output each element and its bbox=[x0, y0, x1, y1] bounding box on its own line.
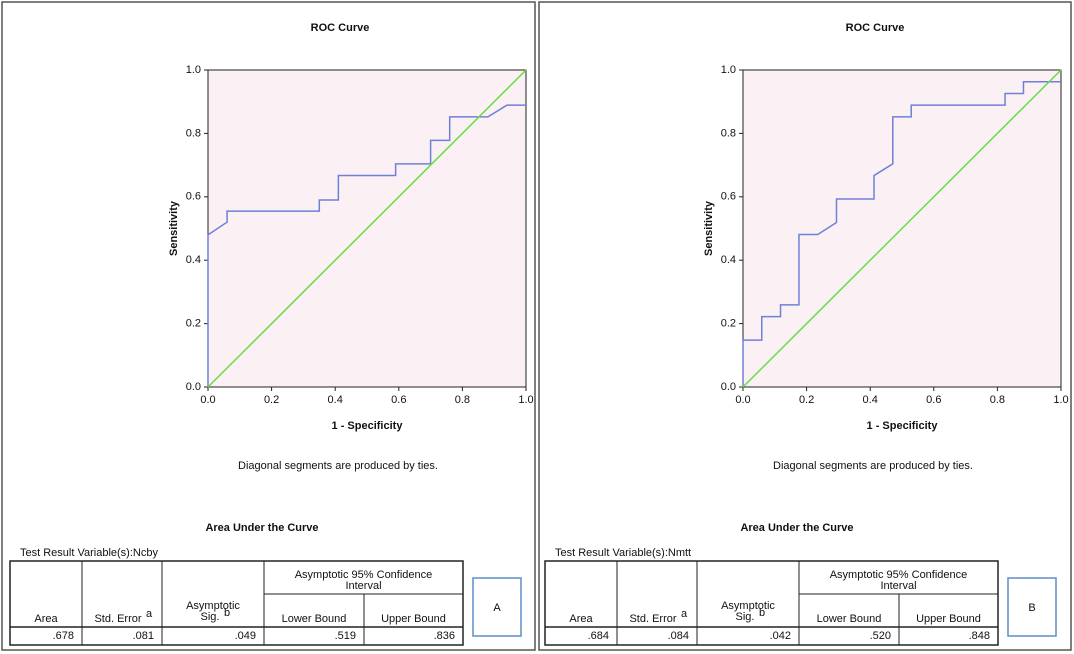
x-tick-label: 0.8 bbox=[990, 394, 1005, 406]
table-border bbox=[9, 560, 464, 646]
table-header: Upper Bound bbox=[916, 613, 981, 625]
roc-line bbox=[742, 69, 1062, 388]
table-header: Interval bbox=[345, 580, 381, 592]
table-variable: Test Result Variable(s):Nmtt bbox=[555, 547, 691, 559]
label-box bbox=[1007, 577, 1057, 637]
y-tick-label: 0.2 bbox=[186, 318, 201, 330]
table-footnote-mark: a bbox=[146, 608, 153, 620]
y-tick-label: 0.6 bbox=[186, 191, 201, 203]
y-axis-label: Sensitivity bbox=[703, 200, 715, 256]
table-cell: .836 bbox=[434, 630, 455, 642]
x-tick-label: 0.6 bbox=[926, 394, 941, 406]
y-tick-label: 0.8 bbox=[721, 127, 736, 139]
panel-label: B bbox=[1028, 602, 1035, 614]
y-tick-label: 0.2 bbox=[721, 318, 736, 330]
x-tick-label: 0.8 bbox=[455, 394, 470, 406]
x-axis-label: 1 - Specificity bbox=[867, 420, 939, 432]
table-title: Area Under the Curve bbox=[205, 522, 318, 534]
table-cell: .519 bbox=[335, 630, 356, 642]
table-header: Std. Error bbox=[94, 613, 141, 625]
x-tick-label: 1.0 bbox=[518, 394, 533, 406]
x-tick-label: 0.4 bbox=[863, 394, 878, 406]
table-header: Upper Bound bbox=[381, 613, 446, 625]
table-cell: .084 bbox=[668, 630, 689, 642]
x-tick-label: 0.0 bbox=[200, 394, 215, 406]
roc-line bbox=[742, 80, 1061, 387]
x-tick-label: 0.0 bbox=[735, 394, 750, 406]
table-border bbox=[544, 560, 999, 646]
table-header: Interval bbox=[880, 580, 916, 592]
table-header: Asymptotic 95% Confidence bbox=[295, 569, 433, 581]
table-cell: .848 bbox=[969, 630, 990, 642]
y-tick-label: 0.4 bbox=[186, 254, 201, 266]
table-cell: .042 bbox=[770, 630, 791, 642]
table-header: Lower Bound bbox=[817, 613, 882, 625]
chart-title: ROC Curve bbox=[311, 22, 370, 34]
table-title: Area Under the Curve bbox=[740, 522, 853, 534]
table-header: Area bbox=[569, 613, 593, 625]
panel-border bbox=[1, 1, 536, 651]
chart-title: ROC Curve bbox=[846, 22, 905, 34]
table-footnote-mark: b bbox=[759, 607, 765, 619]
table-cell: .049 bbox=[235, 630, 256, 642]
panel-border bbox=[538, 1, 1072, 651]
table-variable: Test Result Variable(s):Ncby bbox=[20, 547, 158, 559]
table-cell: .520 bbox=[870, 630, 891, 642]
table-header: Std. Error bbox=[629, 613, 676, 625]
table-cell: .081 bbox=[133, 630, 154, 642]
footnote: Diagonal segments are produced by ties. bbox=[773, 460, 973, 472]
x-tick-label: 1.0 bbox=[1053, 394, 1068, 406]
table-footnote-mark: b bbox=[224, 607, 230, 619]
roc-line bbox=[207, 104, 526, 387]
x-axis-label: 1 - Specificity bbox=[332, 420, 404, 432]
y-tick-label: 0.0 bbox=[721, 381, 736, 393]
x-tick-label: 0.2 bbox=[799, 394, 814, 406]
table-header: Area bbox=[34, 613, 58, 625]
table-footnote-mark: a bbox=[681, 608, 688, 620]
footnote: Diagonal segments are produced by ties. bbox=[238, 460, 438, 472]
table-header: Asymptotic bbox=[186, 600, 240, 612]
x-tick-label: 0.4 bbox=[328, 394, 343, 406]
table-cell: .678 bbox=[53, 630, 74, 642]
y-tick-label: 0.6 bbox=[721, 191, 736, 203]
table-cell: .684 bbox=[588, 630, 609, 642]
y-axis-label: Sensitivity bbox=[168, 200, 180, 256]
x-tick-label: 0.6 bbox=[391, 394, 406, 406]
y-tick-label: 1.0 bbox=[721, 64, 736, 76]
table-header: Asymptotic 95% Confidence bbox=[830, 569, 968, 581]
x-tick-label: 0.2 bbox=[264, 394, 279, 406]
table-header: Sig. bbox=[201, 611, 220, 623]
y-tick-label: 1.0 bbox=[186, 64, 201, 76]
roc-line bbox=[207, 69, 527, 388]
table-header: Sig. bbox=[736, 611, 755, 623]
label-box bbox=[472, 577, 522, 637]
y-tick-label: 0.8 bbox=[186, 127, 201, 139]
table-header: Asymptotic bbox=[721, 600, 775, 612]
y-tick-label: 0.4 bbox=[721, 254, 736, 266]
y-tick-label: 0.0 bbox=[186, 381, 201, 393]
table-header: Lower Bound bbox=[282, 613, 347, 625]
panel-label: A bbox=[493, 602, 501, 614]
